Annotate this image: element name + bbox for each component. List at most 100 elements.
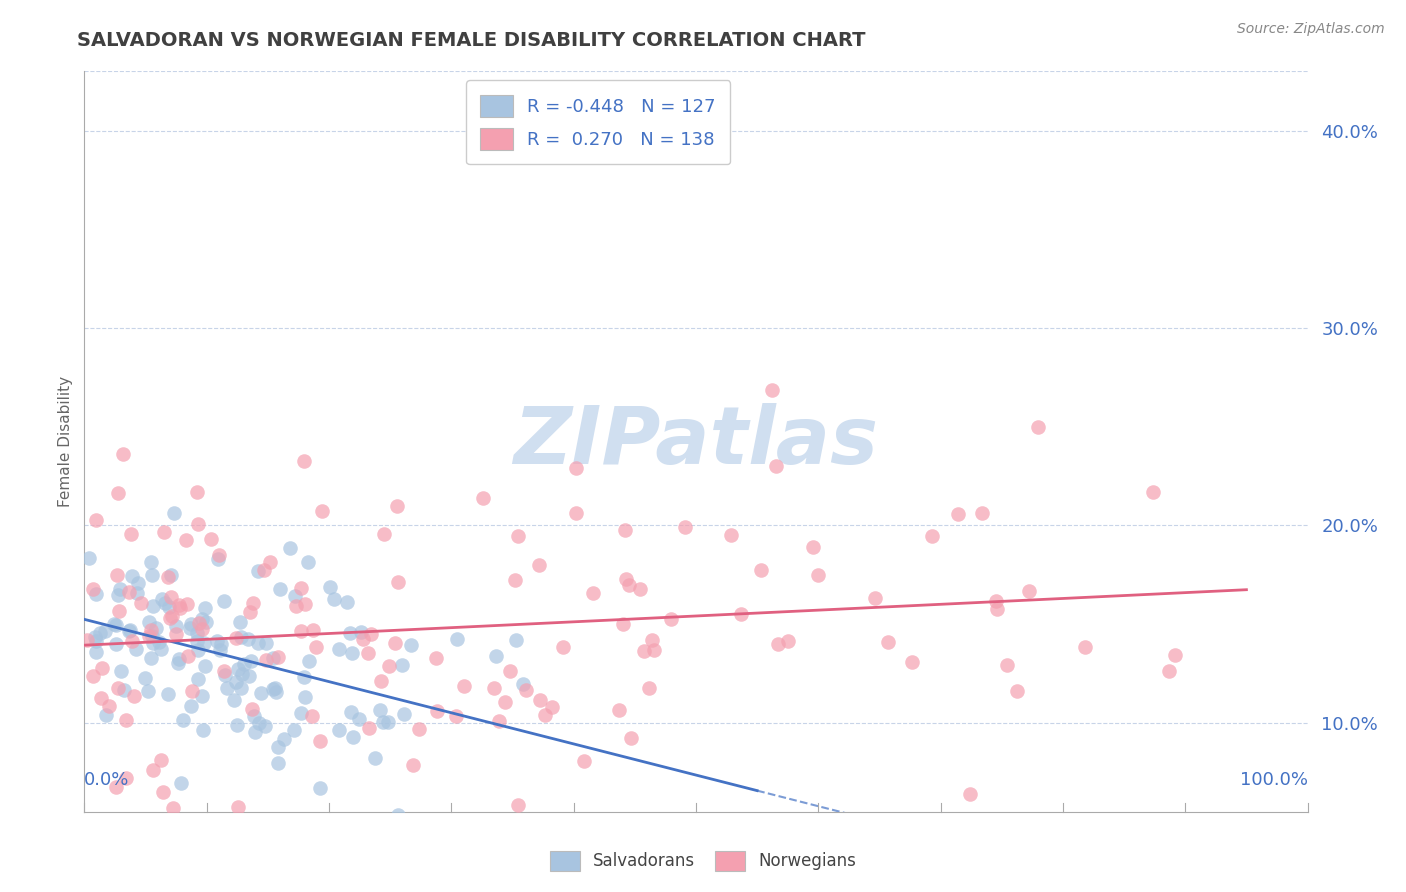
Point <box>297 555 319 569</box>
Point <box>229 615 252 630</box>
Point <box>997 658 1019 673</box>
Point <box>453 679 475 693</box>
Point <box>284 590 307 604</box>
Point <box>233 657 256 672</box>
Point <box>633 644 655 658</box>
Point <box>149 642 172 657</box>
Point <box>350 624 373 639</box>
Point <box>231 681 253 695</box>
Point <box>84 587 107 601</box>
Point <box>402 757 425 772</box>
Point <box>401 638 423 652</box>
Point <box>574 754 596 768</box>
Y-axis label: Female Disability: Female Disability <box>58 376 73 508</box>
Text: SALVADORAN VS NORWEGIAN FEMALE DISABILITY CORRELATION CHART: SALVADORAN VS NORWEGIAN FEMALE DISABILIT… <box>77 31 866 50</box>
Point <box>160 590 183 604</box>
Point <box>167 598 190 612</box>
Point <box>551 640 574 654</box>
Point <box>214 594 236 608</box>
Point <box>564 460 586 475</box>
Point <box>107 486 129 500</box>
Point <box>582 586 605 600</box>
Point <box>359 721 381 735</box>
Point <box>242 708 264 723</box>
Point <box>425 650 447 665</box>
Point <box>239 605 262 619</box>
Point <box>139 650 162 665</box>
Point <box>246 636 269 650</box>
Point <box>637 681 659 695</box>
Point <box>250 686 273 700</box>
Point <box>139 555 162 569</box>
Point <box>515 683 537 698</box>
Point <box>142 763 165 777</box>
Legend: R = -0.448   N = 127, R =  0.270   N = 138: R = -0.448 N = 127, R = 0.270 N = 138 <box>465 80 730 164</box>
Point <box>730 607 752 622</box>
Point <box>900 655 922 669</box>
Point <box>471 491 494 505</box>
Point <box>153 596 176 610</box>
Point <box>191 612 214 626</box>
Point <box>1074 640 1097 655</box>
Point <box>84 630 107 644</box>
Point <box>246 564 269 578</box>
Point <box>342 646 364 660</box>
Point <box>921 529 943 543</box>
Point <box>408 722 430 736</box>
Point <box>84 513 107 527</box>
Point <box>959 787 981 801</box>
Point <box>186 633 208 648</box>
Point <box>108 604 131 618</box>
Point <box>305 640 328 655</box>
Point <box>205 634 228 648</box>
Point <box>226 662 249 676</box>
Point <box>214 668 236 682</box>
Point <box>142 599 165 613</box>
Text: 100.0%: 100.0% <box>1240 771 1308 789</box>
Point <box>179 621 201 635</box>
Legend: Salvadorans, Norwegians: Salvadorans, Norwegians <box>541 842 865 880</box>
Point <box>269 582 291 597</box>
Point <box>322 591 344 606</box>
Point <box>167 657 190 671</box>
Point <box>309 781 332 796</box>
Point <box>107 681 129 696</box>
Point <box>90 661 112 675</box>
Point <box>283 723 305 738</box>
Point <box>145 621 167 635</box>
Point <box>186 485 208 500</box>
Point <box>970 506 993 520</box>
Point <box>446 632 468 646</box>
Point <box>254 653 277 667</box>
Point <box>82 669 104 683</box>
Point <box>391 658 413 673</box>
Point <box>946 507 969 521</box>
Point <box>302 623 325 637</box>
Point <box>194 615 217 630</box>
Point <box>226 799 249 814</box>
Point <box>347 712 370 726</box>
Point <box>620 731 643 745</box>
Point <box>94 624 117 638</box>
Point <box>505 633 527 648</box>
Point <box>641 632 664 647</box>
Point <box>118 624 141 638</box>
Point <box>124 690 146 704</box>
Point <box>527 558 550 573</box>
Point <box>254 718 277 732</box>
Point <box>340 705 363 719</box>
Point <box>125 642 148 657</box>
Point <box>292 454 315 468</box>
Point <box>211 637 233 651</box>
Point <box>319 580 342 594</box>
Point <box>387 807 409 822</box>
Point <box>267 756 290 770</box>
Point <box>673 520 696 534</box>
Point <box>266 650 288 665</box>
Text: 0.0%: 0.0% <box>84 771 129 789</box>
Text: Source: ZipAtlas.com: Source: ZipAtlas.com <box>1237 22 1385 37</box>
Point <box>157 599 180 614</box>
Point <box>134 672 156 686</box>
Point <box>127 575 149 590</box>
Point <box>160 609 183 624</box>
